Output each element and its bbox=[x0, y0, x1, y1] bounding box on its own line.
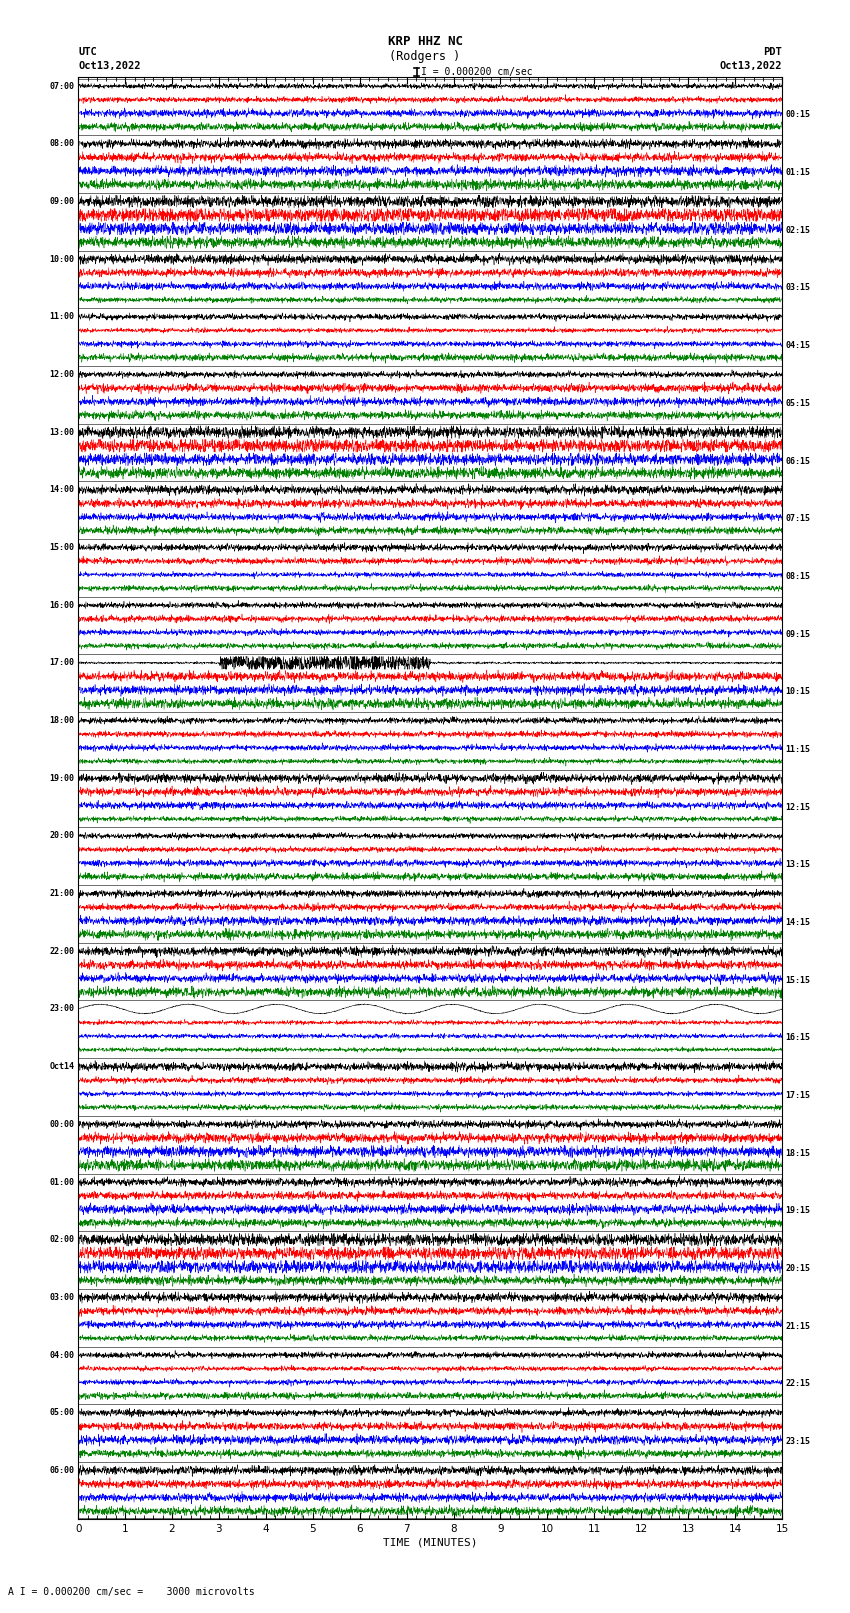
Text: 10:00: 10:00 bbox=[49, 255, 75, 263]
Text: (Rodgers ): (Rodgers ) bbox=[389, 50, 461, 63]
Text: 05:15: 05:15 bbox=[785, 398, 811, 408]
Text: PDT: PDT bbox=[763, 47, 782, 56]
Text: 14:15: 14:15 bbox=[785, 918, 811, 927]
Text: 16:00: 16:00 bbox=[49, 600, 75, 610]
Text: 19:15: 19:15 bbox=[785, 1207, 811, 1215]
Text: 21:00: 21:00 bbox=[49, 889, 75, 898]
Text: 13:00: 13:00 bbox=[49, 427, 75, 437]
Text: 22:00: 22:00 bbox=[49, 947, 75, 957]
Text: 00:00: 00:00 bbox=[49, 1119, 75, 1129]
Text: 14:00: 14:00 bbox=[49, 486, 75, 494]
Text: 16:15: 16:15 bbox=[785, 1034, 811, 1042]
Text: 02:00: 02:00 bbox=[49, 1236, 75, 1244]
Text: 11:00: 11:00 bbox=[49, 313, 75, 321]
Text: A I = 0.000200 cm/sec =    3000 microvolts: A I = 0.000200 cm/sec = 3000 microvolts bbox=[8, 1587, 255, 1597]
Text: I = 0.000200 cm/sec: I = 0.000200 cm/sec bbox=[421, 66, 532, 77]
Text: 23:15: 23:15 bbox=[785, 1437, 811, 1447]
Text: 17:00: 17:00 bbox=[49, 658, 75, 668]
Text: 10:15: 10:15 bbox=[785, 687, 811, 697]
Text: 08:00: 08:00 bbox=[49, 139, 75, 148]
X-axis label: TIME (MINUTES): TIME (MINUTES) bbox=[382, 1537, 478, 1547]
Text: 09:00: 09:00 bbox=[49, 197, 75, 206]
Text: 04:00: 04:00 bbox=[49, 1350, 75, 1360]
Text: 20:15: 20:15 bbox=[785, 1265, 811, 1273]
Text: 06:15: 06:15 bbox=[785, 456, 811, 466]
Text: 11:15: 11:15 bbox=[785, 745, 811, 753]
Text: 07:15: 07:15 bbox=[785, 515, 811, 523]
Text: 12:00: 12:00 bbox=[49, 369, 75, 379]
Text: 02:15: 02:15 bbox=[785, 226, 811, 235]
Text: 04:15: 04:15 bbox=[785, 340, 811, 350]
Text: 19:00: 19:00 bbox=[49, 774, 75, 782]
Text: 17:15: 17:15 bbox=[785, 1090, 811, 1100]
Text: 22:15: 22:15 bbox=[785, 1379, 811, 1389]
Text: KRP HHZ NC: KRP HHZ NC bbox=[388, 35, 462, 48]
Text: 03:15: 03:15 bbox=[785, 284, 811, 292]
Text: 23:00: 23:00 bbox=[49, 1005, 75, 1013]
Text: UTC: UTC bbox=[78, 47, 97, 56]
Text: Oct13,2022: Oct13,2022 bbox=[78, 61, 141, 71]
Text: 08:15: 08:15 bbox=[785, 573, 811, 581]
Text: 18:00: 18:00 bbox=[49, 716, 75, 726]
Text: 12:15: 12:15 bbox=[785, 803, 811, 811]
Text: 13:15: 13:15 bbox=[785, 860, 811, 869]
Text: 00:15: 00:15 bbox=[785, 110, 811, 119]
Text: 09:15: 09:15 bbox=[785, 629, 811, 639]
Text: 21:15: 21:15 bbox=[785, 1321, 811, 1331]
Text: 20:00: 20:00 bbox=[49, 831, 75, 840]
Text: 15:00: 15:00 bbox=[49, 544, 75, 552]
Text: 18:15: 18:15 bbox=[785, 1148, 811, 1158]
Text: 01:00: 01:00 bbox=[49, 1177, 75, 1187]
Text: 15:15: 15:15 bbox=[785, 976, 811, 984]
Text: 05:00: 05:00 bbox=[49, 1408, 75, 1418]
Text: 01:15: 01:15 bbox=[785, 168, 811, 177]
Text: Oct13,2022: Oct13,2022 bbox=[719, 61, 782, 71]
Text: 06:00: 06:00 bbox=[49, 1466, 75, 1474]
Text: Oct14: Oct14 bbox=[49, 1061, 75, 1071]
Text: 07:00: 07:00 bbox=[49, 82, 75, 90]
Text: 03:00: 03:00 bbox=[49, 1294, 75, 1302]
